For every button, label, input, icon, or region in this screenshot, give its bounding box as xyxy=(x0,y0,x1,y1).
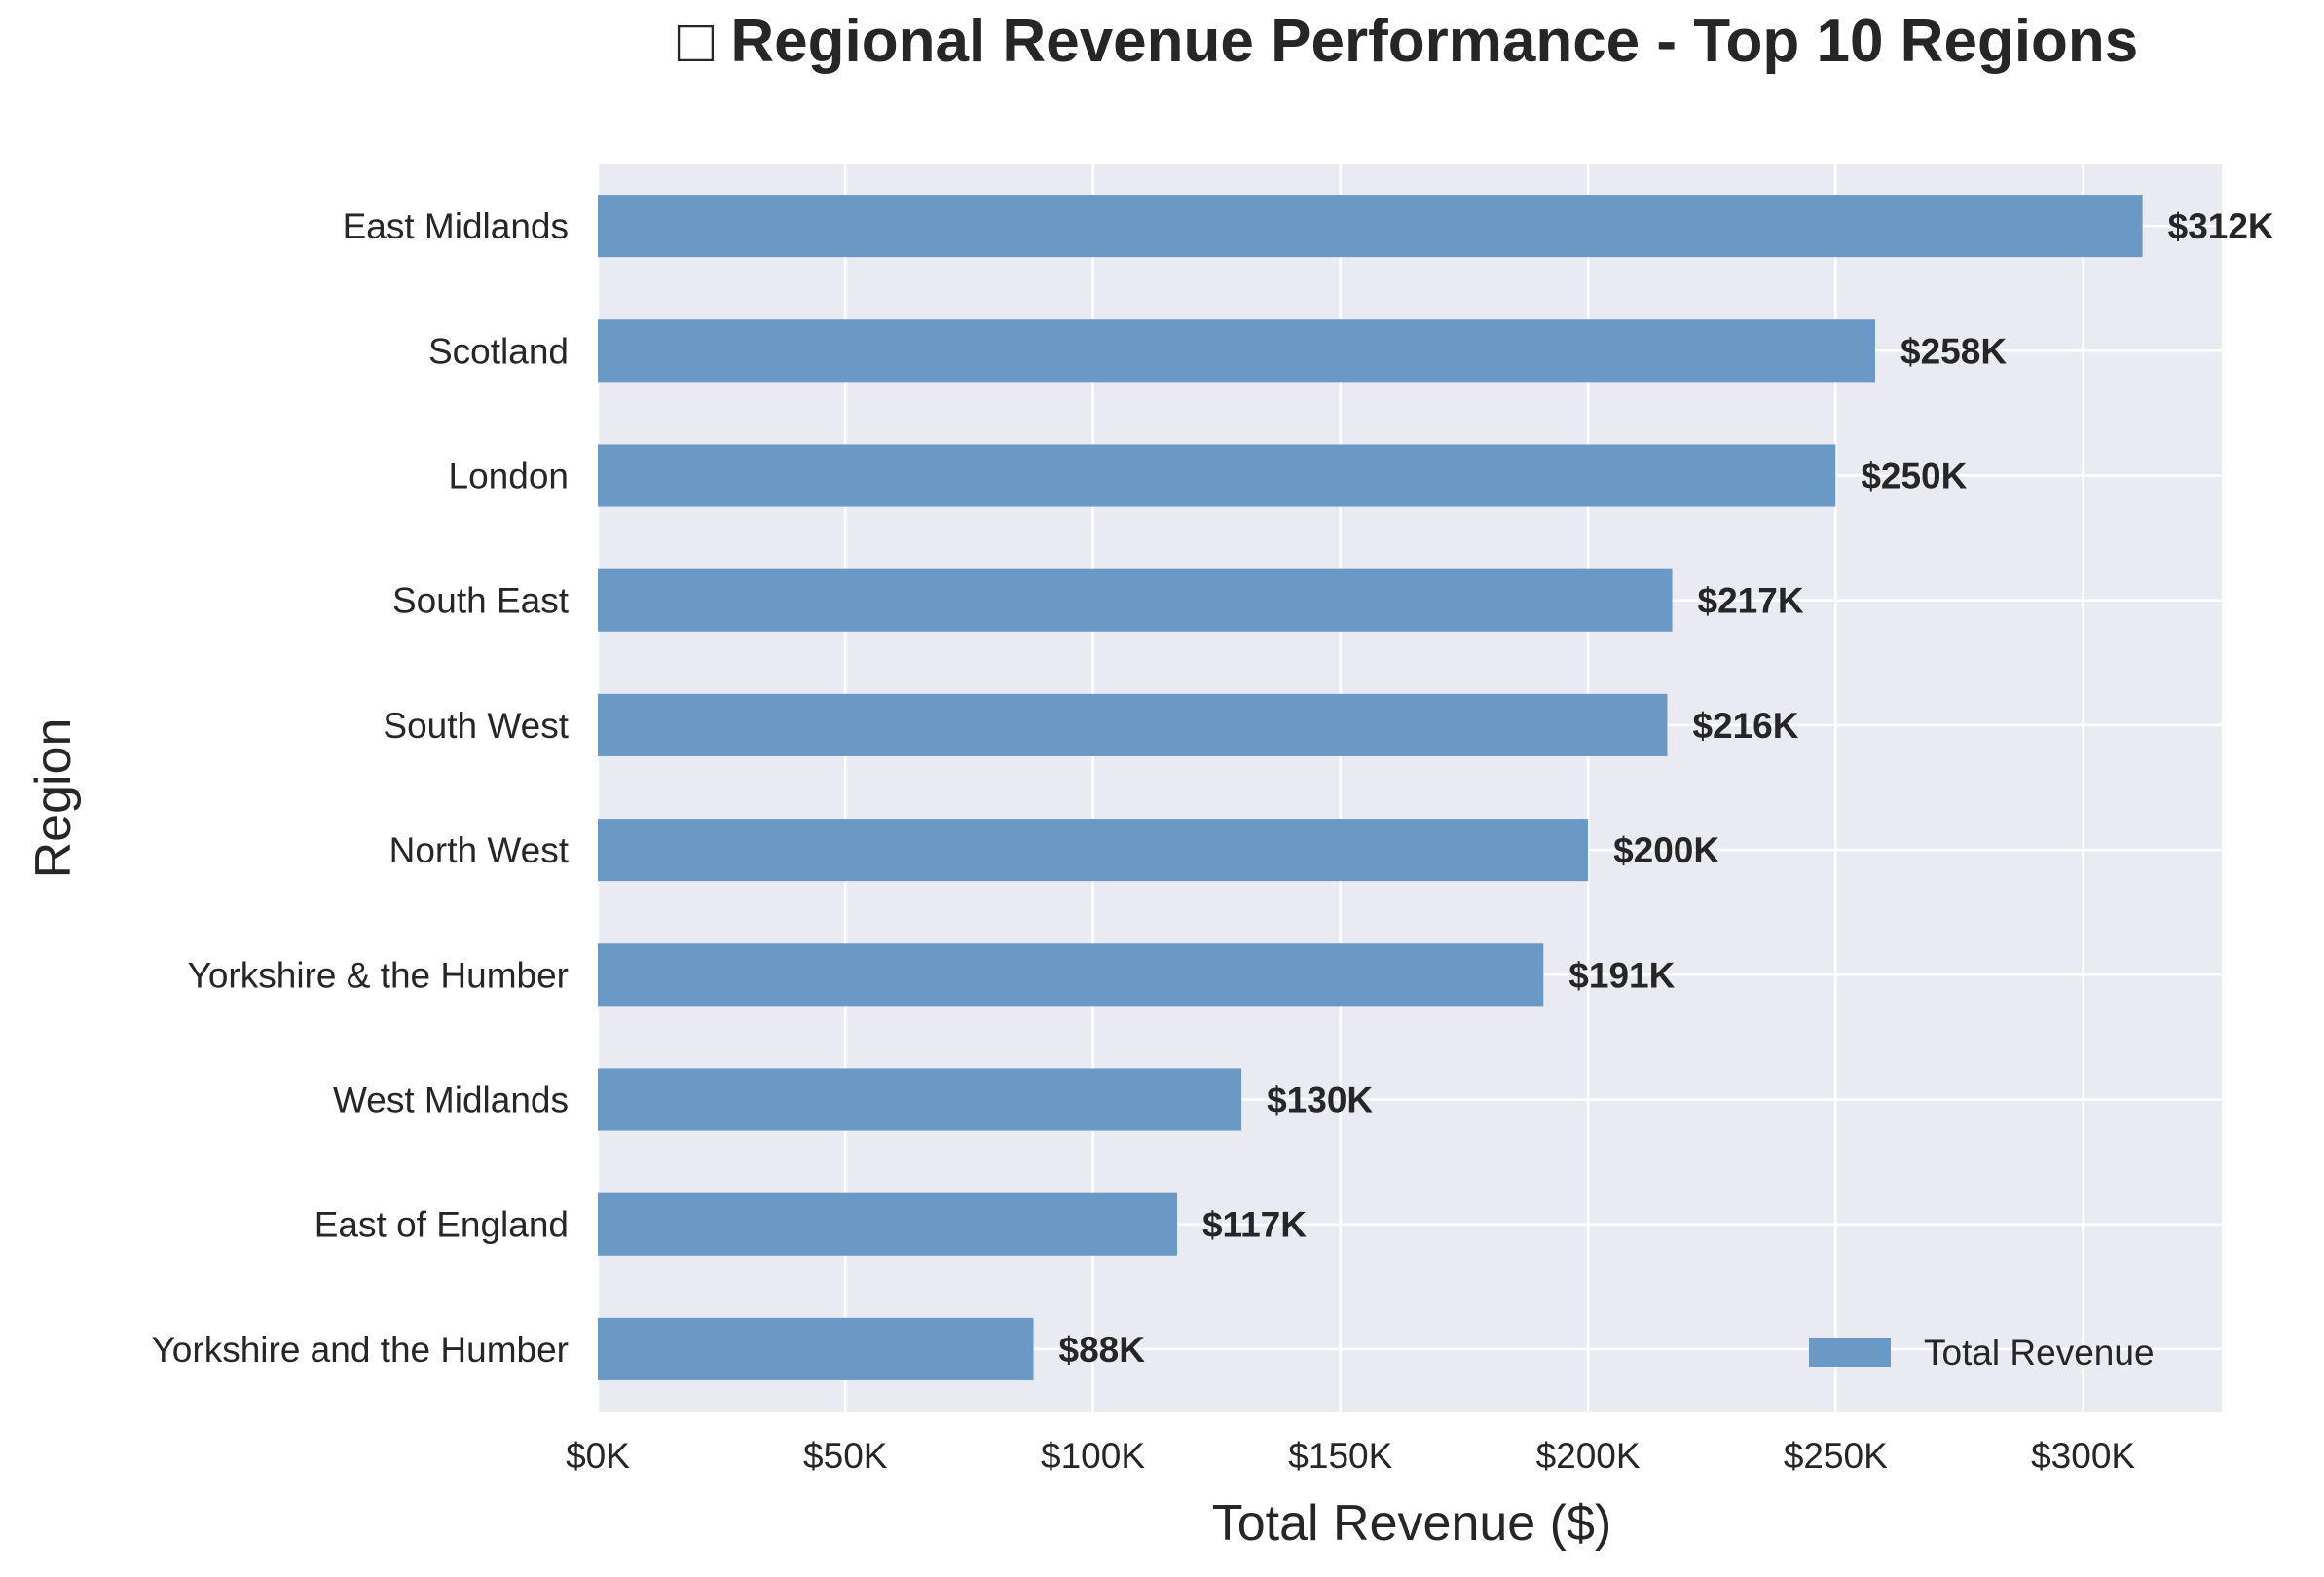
y-tick-label: East Midlands xyxy=(343,206,569,246)
bar-value-label: $117K xyxy=(1202,1205,1307,1245)
x-tick-label: $250K xyxy=(1784,1436,1888,1476)
bar-value-label: $216K xyxy=(1692,706,1798,746)
bar-value-label: $312K xyxy=(2168,206,2274,246)
x-tick-label: $50K xyxy=(803,1436,888,1476)
x-tick-label: $300K xyxy=(2031,1436,2135,1476)
y-tick-label: North West xyxy=(389,830,570,870)
legend-swatch xyxy=(1809,1338,1891,1367)
bar xyxy=(598,693,1668,756)
title-text: Regional Revenue Performance - Top 10 Re… xyxy=(730,8,2138,75)
x-tick-label: $200K xyxy=(1536,1436,1641,1476)
bar xyxy=(598,819,1589,882)
bar-value-label: $258K xyxy=(1900,331,2007,371)
y-tick-label: West Midlands xyxy=(333,1081,569,1120)
bar xyxy=(598,444,1836,507)
legend-label: Total Revenue xyxy=(1924,1333,2155,1373)
x-axis-label: Total Revenue ($) xyxy=(1212,1495,1611,1552)
bar-value-label: $200K xyxy=(1613,830,1719,870)
bar xyxy=(598,943,1544,1007)
y-tick-label: Scotland xyxy=(428,331,569,371)
bar-value-label: $88K xyxy=(1059,1330,1146,1370)
y-tick-label: South East xyxy=(392,581,570,621)
x-tick-label: $0K xyxy=(566,1436,630,1476)
bar xyxy=(598,1317,1034,1380)
y-axis-label: Region xyxy=(25,718,82,879)
x-tick-label: $150K xyxy=(1288,1436,1392,1476)
bar-value-label: $217K xyxy=(1698,581,1804,621)
bar-value-label: $250K xyxy=(1861,457,1967,496)
bar xyxy=(598,568,1673,632)
bar xyxy=(598,195,2143,258)
y-tick-label: London xyxy=(449,457,569,496)
bar xyxy=(598,1192,1177,1256)
bar-value-label: $130K xyxy=(1267,1081,1373,1120)
chart-title: □ Regional Revenue Performance - Top 10 … xyxy=(678,8,2139,75)
y-tick-label: East of England xyxy=(314,1205,569,1245)
y-tick-label: Yorkshire and the Humber xyxy=(152,1330,569,1370)
title-icon: □ xyxy=(678,8,731,75)
y-tick-label: South West xyxy=(383,706,569,746)
bar xyxy=(598,1068,1242,1131)
bar xyxy=(598,319,1876,383)
bar-value-label: $191K xyxy=(1568,955,1675,995)
y-tick-label: Yorkshire & the Humber xyxy=(188,955,569,995)
x-tick-label: $100K xyxy=(1041,1436,1145,1476)
